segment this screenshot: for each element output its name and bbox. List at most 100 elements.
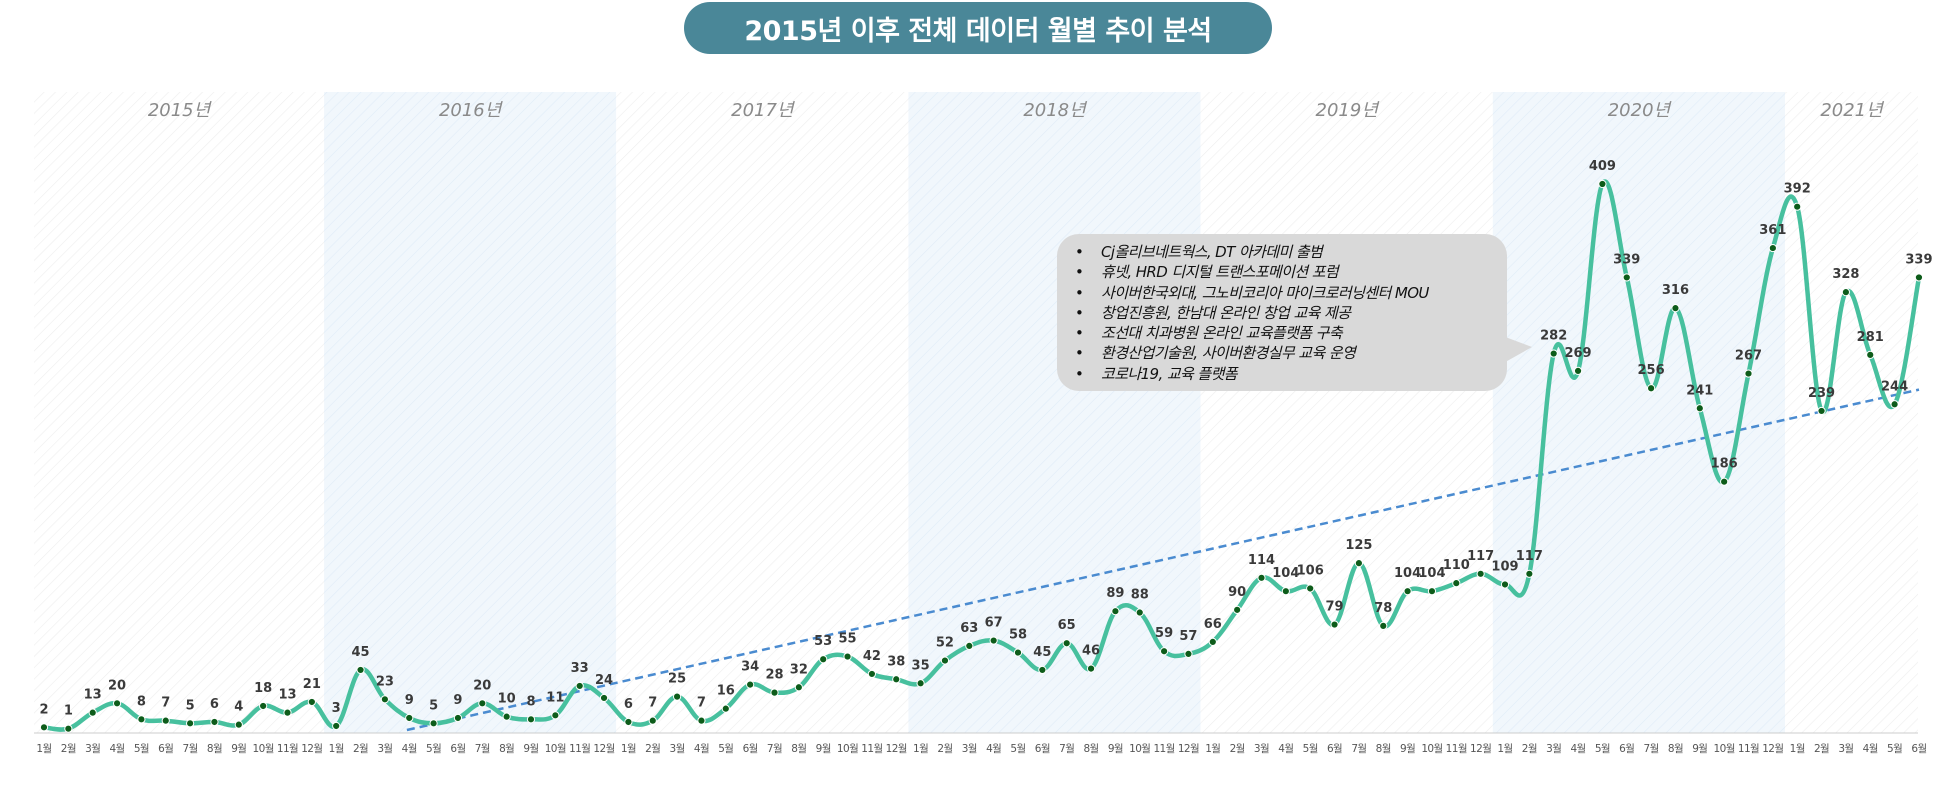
data-point [283, 708, 292, 717]
data-point [624, 717, 633, 727]
data-label: 256 [1638, 363, 1665, 378]
annotation-item: 조선대 치과병원 온라인 교육플랫폼 구축 [1075, 323, 1507, 344]
data-point [1013, 648, 1023, 657]
data-label: 1 [64, 704, 73, 719]
data-label: 110 [1443, 558, 1470, 573]
month-tick-label: 2월 [353, 743, 368, 755]
year-label: 2019년 [1316, 100, 1381, 121]
year-label: 2016년 [439, 100, 504, 121]
month-tick-label: 3월 [377, 743, 392, 755]
data-label: 2 [39, 702, 48, 717]
month-tick-label: 11월 [1738, 743, 1759, 755]
data-label: 67 [985, 616, 1003, 631]
data-point [1817, 406, 1826, 416]
data-point [88, 708, 97, 717]
data-point [770, 688, 779, 697]
month-tick-label: 10월 [1714, 743, 1735, 755]
data-label: 8 [526, 694, 535, 709]
data-label: 114 [1248, 553, 1275, 568]
data-point [1647, 384, 1656, 393]
data-label: 186 [1711, 457, 1738, 472]
month-tick-label: 6월 [450, 743, 465, 755]
data-label: 18 [254, 681, 272, 696]
annotation-list: Cj올리브네트웍스, DT 아카데미 출범 휴넷, HRD 디지털 트랜스포메이… [1057, 234, 1507, 384]
month-tick-label: 7월 [767, 743, 782, 755]
trend-line [406, 388, 1920, 732]
data-point [1671, 304, 1680, 313]
month-tick-label: 11월 [569, 743, 590, 755]
data-point [940, 656, 950, 665]
data-label: 7 [697, 696, 706, 711]
data-label: 267 [1735, 349, 1762, 364]
month-tick-label: 2월 [1522, 743, 1537, 755]
month-tick-label: 9월 [816, 743, 831, 755]
data-label: 104 [1394, 566, 1421, 581]
year-band [1785, 92, 1918, 733]
data-label: 89 [1106, 586, 1124, 601]
data-point [1744, 369, 1753, 378]
month-tick-label: 1월 [329, 743, 344, 755]
month-tick-label: 2월 [1230, 743, 1245, 755]
month-tick-label: 4월 [109, 743, 124, 755]
month-tick-label: 7월 [475, 743, 490, 755]
month-tick-label: 3월 [962, 743, 977, 755]
month-tick-label: 6월 [1911, 743, 1926, 755]
annotation-item: 사이버한국외대, 그노비코리아 마이크로러닝센터 MOU [1075, 283, 1507, 304]
data-label: 66 [1204, 617, 1222, 632]
year-label: 2021년 [1820, 100, 1885, 121]
data-point [39, 723, 49, 732]
data-label: 78 [1374, 601, 1392, 616]
month-tick-label: 8월 [791, 743, 806, 755]
annotation-item: 환경산업기술원, 사이버환경실무 교육 운영 [1075, 343, 1507, 364]
data-label: 241 [1686, 383, 1713, 398]
data-label: 45 [352, 645, 370, 660]
data-label: 106 [1297, 563, 1324, 578]
data-point [1768, 243, 1777, 253]
data-label: 38 [887, 654, 905, 669]
month-tick-label: 3월 [85, 743, 100, 755]
year-label: 2018년 [1023, 100, 1088, 121]
data-point [1354, 559, 1364, 568]
annotation-item: 코로나19, 교육 플랫폼 [1075, 364, 1507, 385]
month-tick-label: 2월 [937, 743, 952, 755]
data-label: 42 [863, 649, 881, 664]
data-point [332, 721, 341, 731]
month-tick-label: 2월 [61, 743, 76, 755]
data-label: 6 [210, 697, 219, 712]
data-point [259, 701, 268, 711]
month-tick-label: 10월 [1421, 743, 1442, 755]
year-labels: 2015년 2016년 2017년 2018년 2019년 2020년 2021년 [148, 100, 1885, 121]
data-label: 239 [1808, 386, 1835, 401]
data-point [819, 655, 828, 664]
annotation-item: 휴넷, HRD 디지털 트랜스포메이션 포럼 [1075, 262, 1507, 283]
year-label: 2015년 [148, 100, 213, 121]
data-point [1038, 665, 1047, 675]
data-point [356, 665, 365, 675]
data-label: 282 [1540, 329, 1567, 344]
data-point [1914, 273, 1924, 282]
data-label: 3 [332, 701, 341, 716]
data-point [307, 697, 316, 707]
data-point [405, 713, 414, 723]
data-point [1598, 179, 1607, 189]
data-label: 46 [1082, 644, 1100, 659]
month-tick-label: 4월 [986, 743, 1001, 755]
month-tick-label: 5월 [134, 743, 149, 755]
data-label: 34 [741, 660, 759, 675]
data-point [551, 711, 560, 720]
data-label: 13 [278, 688, 296, 703]
data-label: 269 [1564, 346, 1591, 361]
data-point [161, 716, 170, 725]
data-label: 125 [1345, 538, 1372, 553]
data-label: 13 [84, 688, 102, 703]
data-point [1695, 404, 1704, 413]
data-point [234, 720, 243, 729]
data-point [1452, 579, 1461, 588]
data-point [64, 724, 73, 733]
data-label: 59 [1155, 626, 1173, 641]
month-tick-label: 10월 [545, 743, 566, 755]
data-label: 65 [1058, 618, 1076, 633]
month-tick-label: 6월 [1327, 743, 1342, 755]
